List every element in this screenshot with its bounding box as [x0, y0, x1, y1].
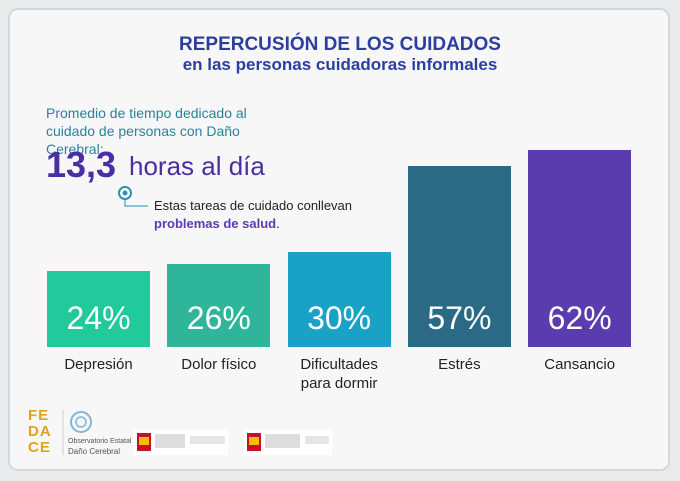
note-emphasis: problemas de salud: [154, 216, 277, 231]
value-label: 62%: [547, 300, 612, 336]
observatory-line1: Observatorio Estatal: [68, 438, 132, 445]
bar: [407, 165, 511, 347]
ministry-text: [305, 436, 329, 444]
note-connector: [124, 199, 148, 207]
bar: [47, 270, 150, 347]
note-end: .: [276, 216, 280, 231]
bar: [528, 150, 632, 347]
observatory-icon-inner: [75, 416, 87, 428]
category-label: Cansancio: [544, 356, 616, 373]
intro-text: Promedio de tiempo dedicado al cuidado d…: [46, 105, 247, 157]
category-label: Dificultades para dormir: [300, 356, 378, 392]
highlight-value: 13,3: [46, 144, 117, 185]
value-label: 30%: [307, 300, 372, 336]
observatory-icon: [70, 411, 92, 433]
chart-title: REPERCUSIÓN DE LOS CUIDADOS: [179, 34, 501, 55]
observatory-line2: Daño Cerebral: [68, 447, 121, 456]
note: Estas tareas de cuidado conllevan proble…: [154, 197, 359, 233]
fedace-logo: FEDACE: [28, 407, 52, 456]
ministry-text: [265, 434, 300, 448]
ministry-text: [190, 436, 225, 444]
category-label: Estrés: [438, 356, 481, 373]
chart-subtitle: en las personas cuidadoras informales: [182, 55, 498, 74]
category-label: Depresión: [64, 356, 133, 373]
note-text: Estas tareas de cuidado conllevan: [154, 198, 353, 213]
category-label: Dolor físico: [181, 356, 257, 373]
value-label: 24%: [66, 300, 131, 336]
bar: [287, 251, 391, 347]
ministry-shield-inner: [139, 437, 149, 445]
ministry-text: [155, 434, 185, 448]
note-marker-dot: [122, 190, 128, 196]
value-label: 57%: [427, 300, 492, 336]
ministry-shield-inner: [249, 437, 259, 445]
highlight-unit: horas al día: [129, 151, 265, 181]
value-label: 26%: [186, 300, 251, 336]
bar: [167, 264, 271, 347]
